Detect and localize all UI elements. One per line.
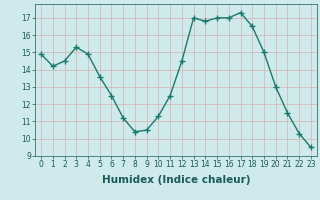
- X-axis label: Humidex (Indice chaleur): Humidex (Indice chaleur): [102, 175, 250, 185]
